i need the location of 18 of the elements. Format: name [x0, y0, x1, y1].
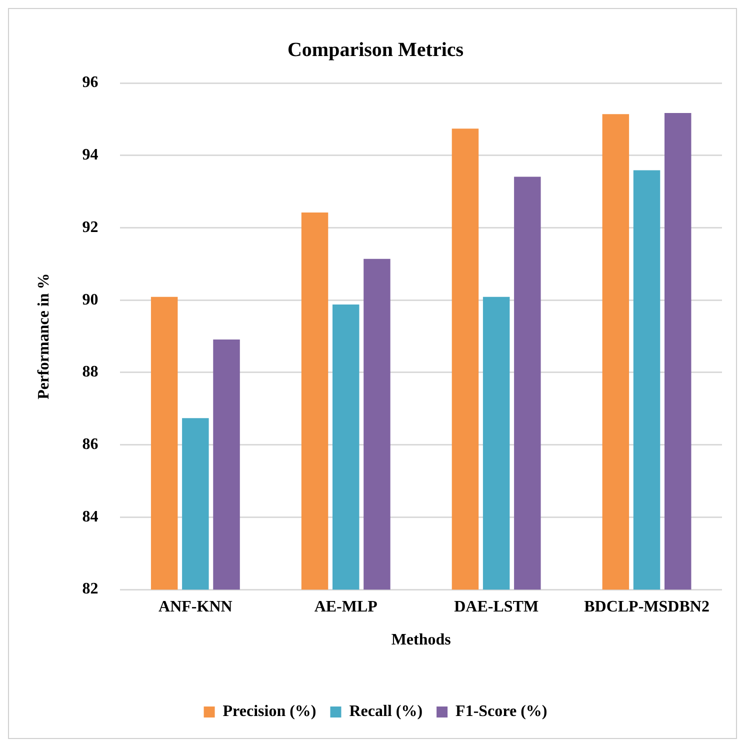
y-tick-label: 92 [82, 218, 98, 236]
legend-label: Recall (%) [349, 703, 423, 720]
x-tick-label: AE-MLP [314, 598, 378, 616]
x-tick-label: BDCLP-MSDBN2 [584, 598, 710, 616]
x-tick-label: ANF-KNN [158, 598, 233, 616]
y-tick-label: 96 [82, 74, 98, 92]
legend-label: Precision (%) [222, 703, 316, 720]
y-tick-label: 86 [82, 436, 98, 453]
x-axis-title: Methods [391, 632, 451, 649]
chart-title: Comparison Metrics [287, 39, 464, 62]
y-tick-label: 88 [82, 364, 98, 381]
x-tick-label: DAE-LSTM [454, 598, 539, 616]
y-tick-label: 82 [82, 580, 98, 598]
y-tick-label: 94 [82, 146, 98, 164]
legend-label: F1-Score (%) [456, 703, 548, 720]
y-tick-label: 90 [82, 291, 98, 308]
y-tick-label: 84 [82, 508, 98, 526]
y-axis-title: Performance in % [36, 273, 53, 400]
